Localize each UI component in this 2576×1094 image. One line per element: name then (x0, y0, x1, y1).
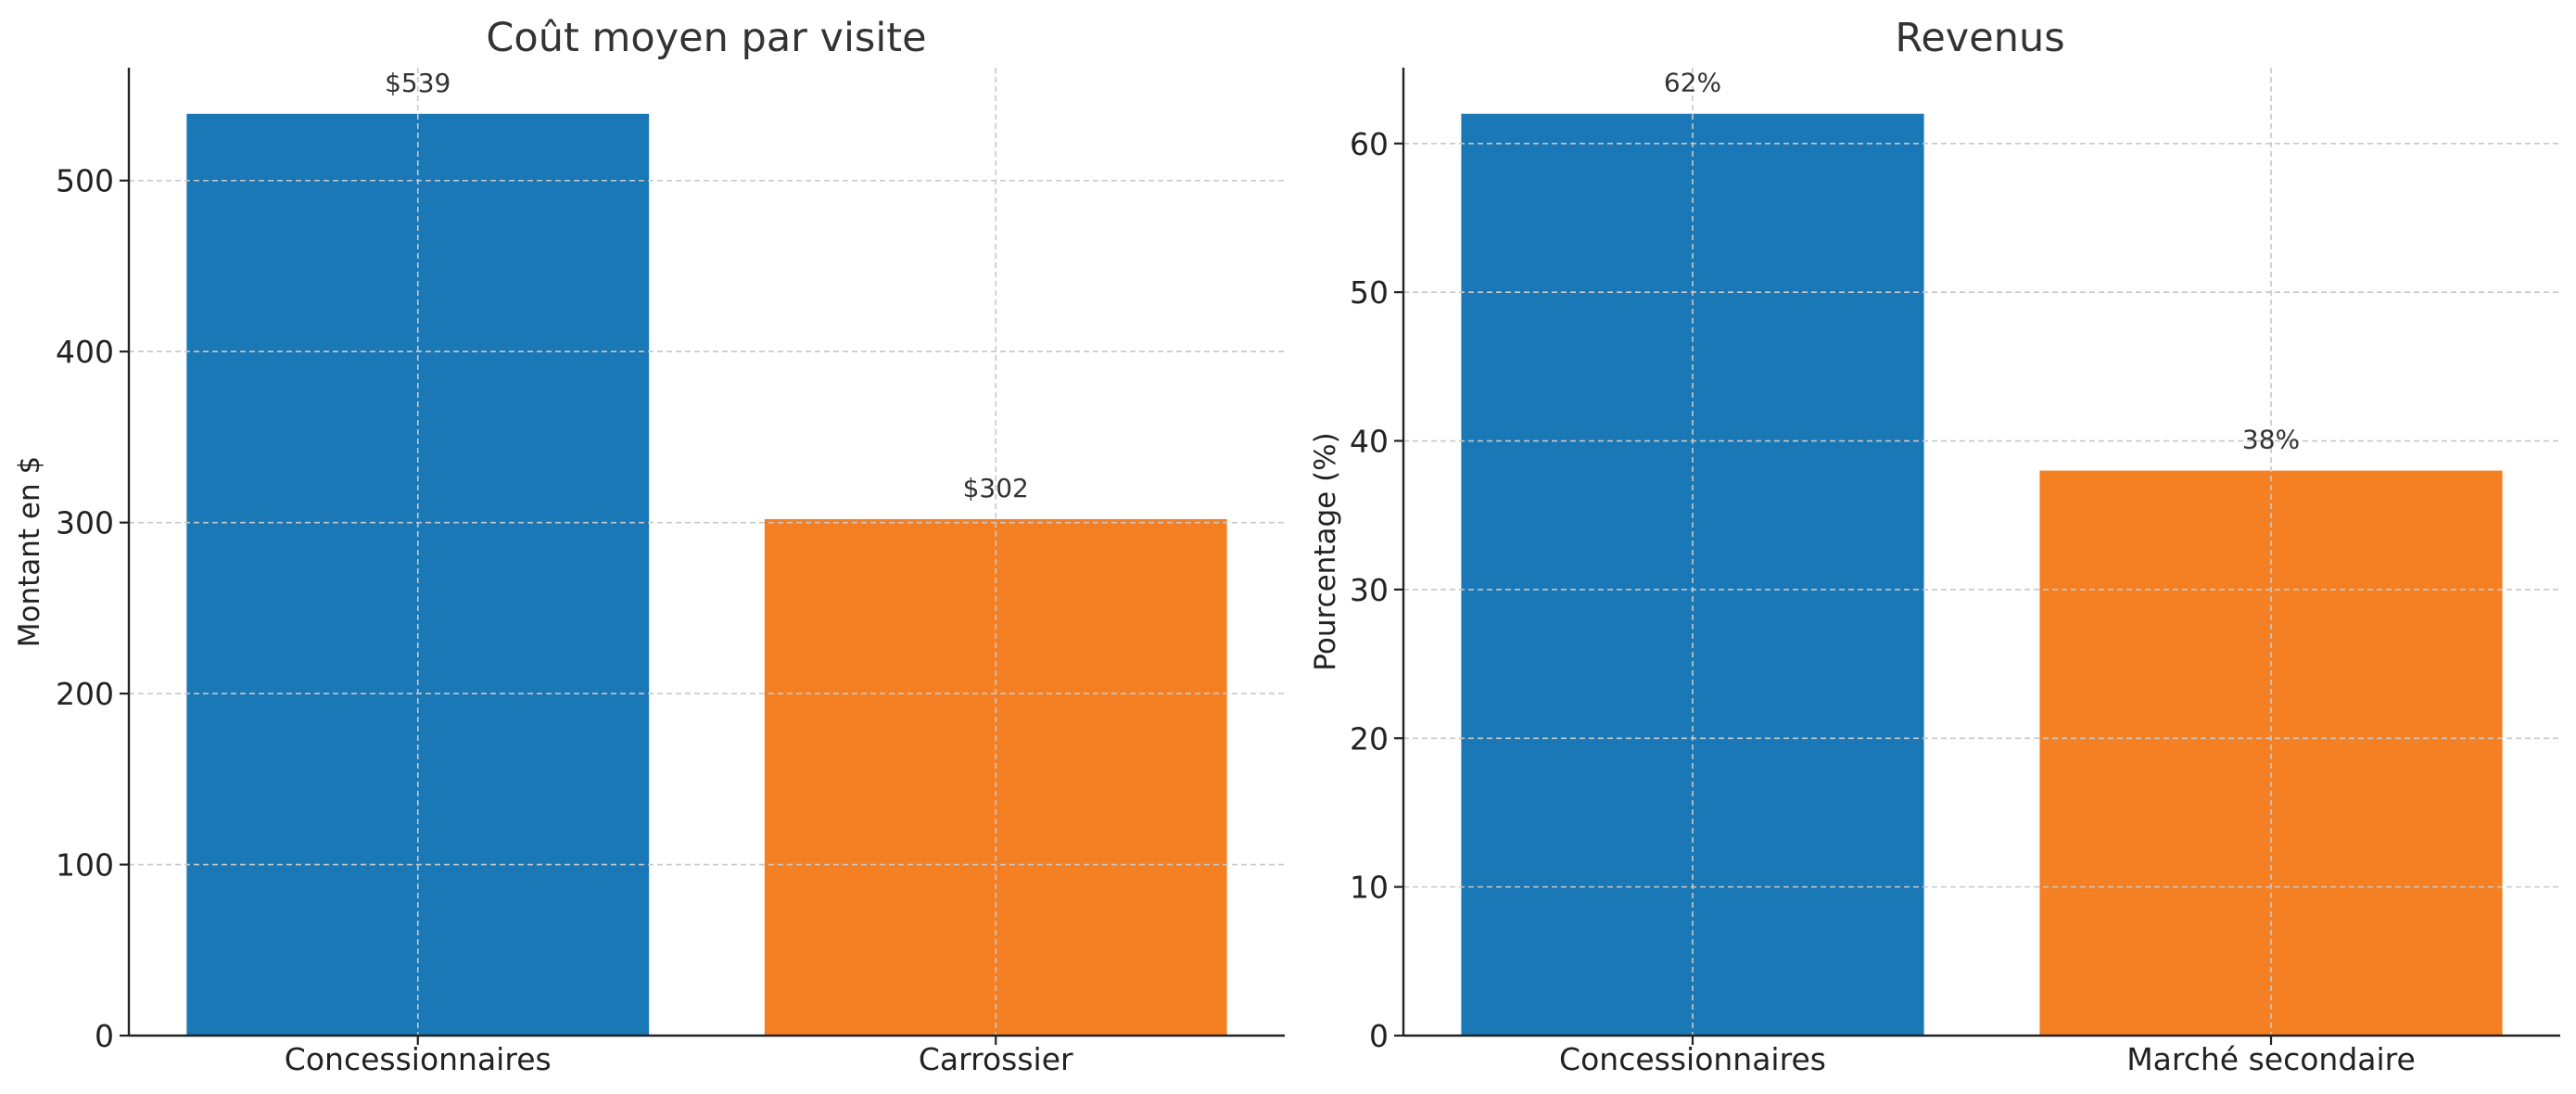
y-tick-label: 30 (1350, 572, 1389, 608)
y-tick-label: 100 (56, 847, 114, 884)
data-label: $302 (963, 473, 1029, 503)
y-tick-label: 50 (1350, 274, 1389, 311)
y-tick-label: 10 (1350, 870, 1389, 906)
y-tick-label: 20 (1350, 720, 1389, 757)
y-tick-label: 200 (56, 676, 114, 712)
y-tick-label: 300 (56, 505, 114, 541)
chart-2-title: Revenus (1895, 15, 2064, 61)
x-tick-label: Concessionnaires (1559, 1041, 1826, 1077)
data-label: $539 (385, 68, 450, 98)
y-tick-label: 500 (56, 163, 114, 199)
chart-cost-per-visit: Coût moyen par visite Montant en $ 0 100 2… (13, 15, 1285, 1077)
y-tick-label: 60 (1350, 126, 1389, 162)
chart-revenue: Revenus Pourcentage (%) 0 10 20 30 40 50 60 Con… (1309, 15, 2560, 1077)
data-label: 38% (2242, 425, 2300, 455)
x-tick-label: Marché secondaire (2126, 1041, 2416, 1077)
chart-1-ylabel: Montant en $ (13, 456, 46, 647)
data-label: 62% (1664, 68, 1721, 98)
chart-2-ylabel: Pourcentage (%) (1309, 432, 1342, 670)
chart-2-plot-area: 0 10 20 30 40 50 60 Concessionnaires Marché seco… (1350, 68, 2560, 1077)
y-tick-label: 0 (95, 1018, 114, 1054)
y-tick-label: 40 (1350, 424, 1389, 460)
x-tick-label: Concessionnaires (285, 1041, 552, 1077)
x-tick-label: Carrossier (919, 1041, 1073, 1077)
chart-1-plot-area: 0 100 200 300 400 500 Concessionnaires Carrossi… (56, 68, 1285, 1077)
y-tick-label: 400 (56, 334, 114, 370)
chart-1-title: Coût moyen par visite (486, 15, 926, 61)
y-tick-label: 0 (1369, 1018, 1389, 1054)
